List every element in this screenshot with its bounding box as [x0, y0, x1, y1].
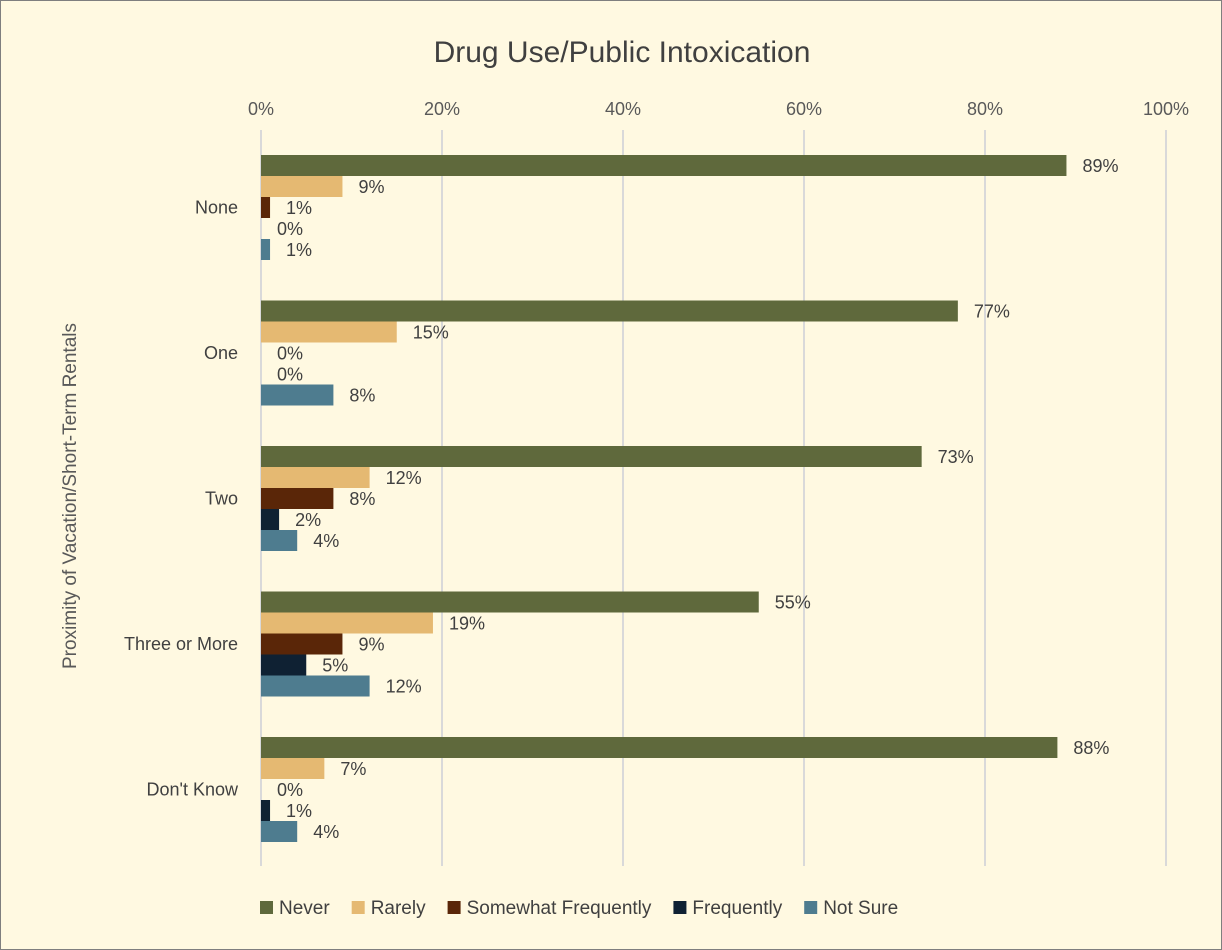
category-label: None	[195, 198, 238, 218]
bar	[261, 300, 958, 322]
bar	[261, 239, 271, 260]
data-label: 4%	[313, 822, 339, 842]
legend-label: Somewhat Frequently	[467, 898, 652, 919]
category-label: Two	[205, 489, 238, 509]
x-tick-label-100: 100%	[1143, 99, 1189, 119]
bar	[261, 612, 433, 634]
bar	[261, 633, 343, 655]
x-tick-label-60: 60%	[786, 99, 822, 119]
data-label: 4%	[313, 531, 339, 551]
x-tick-label-80: 80%	[967, 99, 1003, 119]
bar	[261, 591, 759, 613]
legend-label: Frequently	[692, 898, 782, 919]
legend-swatch	[351, 901, 365, 914]
legend-swatch	[804, 901, 818, 914]
data-label: 2%	[295, 510, 321, 530]
data-label: 1%	[286, 198, 312, 218]
data-label: 15%	[413, 323, 449, 343]
bar	[261, 821, 298, 842]
legend-swatch	[260, 901, 273, 914]
legend-item: Rarely	[351, 898, 426, 919]
bar	[261, 176, 343, 197]
bar	[261, 321, 397, 343]
data-label: 0%	[277, 344, 303, 364]
chart-title: Drug Use/Public Intoxication	[434, 36, 811, 69]
bar	[261, 488, 334, 509]
data-label: 0%	[277, 219, 303, 239]
bar	[261, 155, 1067, 176]
legend-swatch	[673, 901, 687, 914]
bar	[261, 197, 271, 218]
legend-item: Somewhat Frequently	[447, 898, 652, 919]
legend-item: Never	[260, 898, 330, 919]
legend-label: Rarely	[371, 898, 426, 919]
legend-label: Never	[279, 898, 330, 919]
data-label: 8%	[349, 386, 375, 406]
bar	[261, 530, 298, 551]
data-label: 88%	[1073, 738, 1109, 758]
legend-item: Not Sure	[804, 898, 898, 919]
legend-item: Frequently	[673, 898, 783, 919]
category-labels: None One Two Three or More Don't Know	[124, 198, 239, 800]
bar	[261, 467, 370, 488]
data-label: 9%	[358, 177, 384, 197]
data-label: 1%	[286, 801, 312, 821]
bar	[261, 737, 1058, 758]
x-tick-label-20: 20%	[424, 99, 460, 119]
data-label: 77%	[974, 302, 1010, 322]
bar	[261, 384, 334, 406]
legend-swatch	[447, 901, 461, 914]
data-label: 1%	[286, 240, 312, 260]
category-label: One	[204, 343, 238, 363]
data-label: 5%	[322, 656, 348, 676]
bar	[261, 446, 922, 467]
bar	[261, 800, 271, 821]
legend-label: Not Sure	[823, 898, 898, 919]
category-label: Three or More	[124, 634, 238, 654]
data-label: 0%	[277, 780, 303, 800]
legend: Never Rarely Somewhat Frequently Frequently…	[260, 898, 898, 919]
x-axis-ticks: 0% 20% 40% 60% 80% 100%	[248, 99, 1189, 119]
bar	[261, 509, 280, 530]
bars: 89%9%1%0%1%77%15%0%0%8%73%12%8%2%4%55%19…	[261, 155, 1118, 842]
bar	[261, 654, 307, 676]
data-label: 89%	[1082, 156, 1118, 176]
data-label: 9%	[358, 635, 384, 655]
data-label: 55%	[775, 593, 811, 613]
data-label: 8%	[349, 489, 375, 509]
category-label: Don't Know	[147, 780, 239, 800]
y-axis-title: Proximity of Vacation/Short-Term Rentals	[60, 323, 81, 669]
data-label: 12%	[386, 468, 422, 488]
x-tick-label-40: 40%	[605, 99, 641, 119]
data-label: 73%	[938, 447, 974, 467]
data-label: 19%	[449, 614, 485, 634]
x-tick-label-0: 0%	[248, 99, 274, 119]
data-label: 0%	[277, 365, 303, 385]
bar	[261, 675, 370, 697]
bar	[261, 758, 325, 779]
data-label: 7%	[340, 759, 366, 779]
data-label: 12%	[386, 677, 422, 697]
